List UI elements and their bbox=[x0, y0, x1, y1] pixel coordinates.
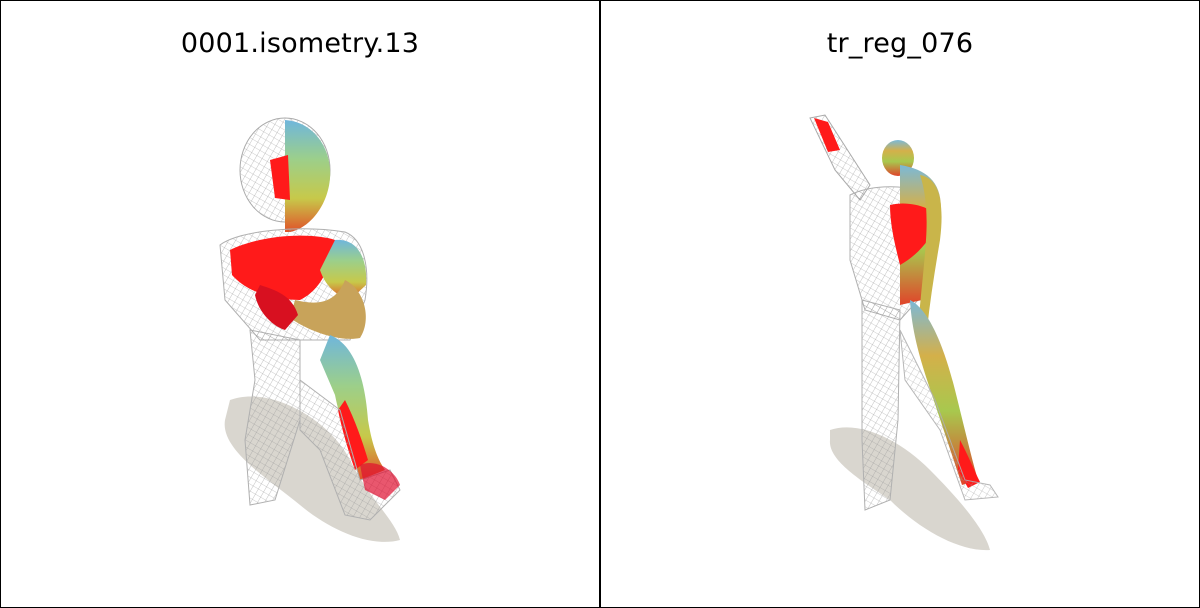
panel-right: tr_reg_076 bbox=[600, 0, 1200, 608]
leg-mesh bbox=[244, 329, 301, 506]
head-skin bbox=[285, 120, 331, 232]
standing-figure-mesh bbox=[809, 114, 999, 551]
leg-skin bbox=[320, 335, 385, 480]
arm-skin bbox=[290, 280, 366, 339]
panel-title-left: 0001.isometry.13 bbox=[180, 28, 420, 59]
panel-left: 0001.isometry.13 bbox=[180, 28, 420, 542]
panel-divider bbox=[599, 0, 601, 608]
leg-mesh bbox=[861, 299, 901, 511]
torso-red bbox=[230, 235, 335, 300]
kneeling-figure-mesh bbox=[219, 117, 401, 542]
panel-title-right: tr_reg_076 bbox=[826, 28, 974, 59]
leg-skin bbox=[910, 300, 978, 485]
